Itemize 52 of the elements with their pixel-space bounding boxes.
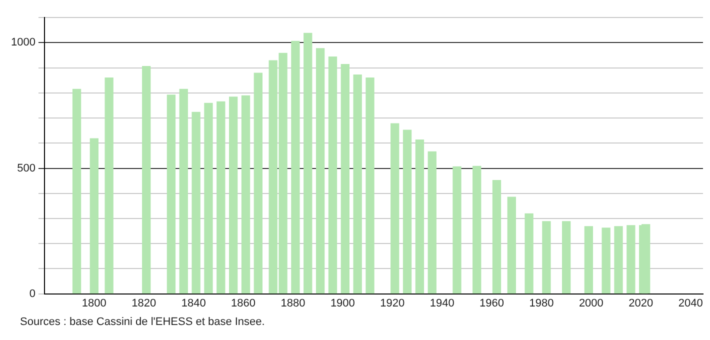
- bar: [353, 74, 362, 294]
- bar: [304, 32, 312, 294]
- bar: [452, 166, 462, 294]
- bar: [428, 151, 436, 294]
- x-tick-label: 1860: [231, 297, 256, 310]
- bar: [166, 94, 176, 294]
- bar: [204, 102, 213, 294]
- bar: [366, 78, 374, 294]
- x-tick-label: 2020: [628, 297, 654, 310]
- bar: [542, 221, 551, 294]
- bar: [192, 112, 200, 294]
- bar: [472, 166, 482, 294]
- bar: [642, 224, 650, 294]
- bar: [142, 66, 151, 294]
- bar: [507, 196, 516, 294]
- source-note: Sources : base Cassini de l'EHESS et base Insee.: [20, 316, 266, 328]
- bar: [524, 213, 534, 294]
- y-tick-label: 1000: [10, 36, 36, 49]
- x-tick-label: 2000: [578, 297, 604, 310]
- bar: [390, 123, 400, 294]
- bar: [229, 96, 238, 294]
- x-tick-label: 1840: [181, 297, 206, 310]
- bar: [291, 40, 300, 294]
- x-tick-label: 1900: [330, 297, 355, 310]
- bar: [602, 228, 610, 294]
- bar: [241, 95, 250, 294]
- x-tick-label: 1960: [480, 297, 504, 310]
- x-tick-label: 1920: [380, 297, 405, 310]
- x-tick-label: 1980: [529, 297, 554, 310]
- x-tick-label: 1800: [82, 297, 106, 310]
- x-tick-label: 1880: [280, 297, 306, 310]
- bar: [415, 140, 424, 294]
- bar: [90, 138, 98, 294]
- bar: [72, 88, 82, 294]
- bar: [316, 48, 325, 294]
- x-tick-label: 1940: [430, 297, 454, 310]
- bar: [216, 101, 226, 294]
- bar: [254, 72, 263, 294]
- bar: [340, 64, 350, 294]
- bar: [328, 56, 338, 294]
- x-tick-label: 2040: [678, 297, 703, 310]
- x-tick-label: 1820: [132, 297, 156, 310]
- y-tick-label: 500: [17, 162, 36, 174]
- bar: [614, 226, 623, 294]
- y-tick-label: 0: [29, 288, 36, 300]
- bar: [104, 78, 114, 294]
- bar: [492, 180, 502, 294]
- bar: [402, 130, 412, 294]
- bar: [179, 88, 188, 294]
- bar: [562, 221, 571, 294]
- bar: [626, 225, 636, 294]
- bar: [584, 226, 594, 294]
